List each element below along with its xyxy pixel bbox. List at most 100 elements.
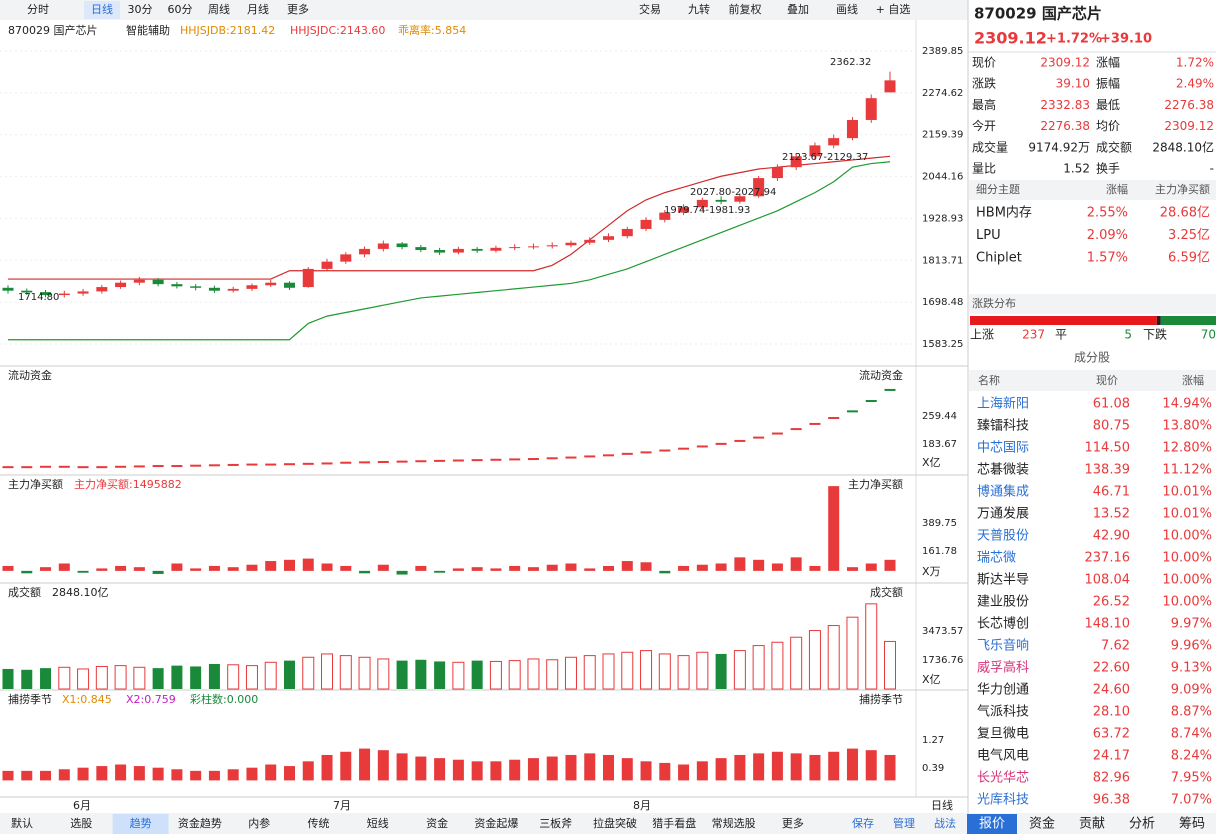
toolbar-button[interactable]: 日线 [91,2,113,16]
tab[interactable]: 传统 [308,817,330,830]
table-header-bg [969,180,1216,200]
stock-name[interactable]: 臻镭科技 [977,419,1029,434]
toolbar-button[interactable]: 更多 [287,2,309,16]
side-tab[interactable]: 报价 [979,817,1005,832]
tab[interactable]: 短线 [367,816,389,830]
theme-flow: 6.59亿 [1168,251,1210,266]
toolbar-button[interactable]: 60分 [168,3,193,16]
stock-name[interactable]: 电气风电 [977,748,1029,764]
flow-point [133,465,145,468]
tab[interactable]: 管理 [893,816,915,830]
bar [584,568,596,571]
toolbar-button[interactable]: 交易 [639,2,661,16]
toolbar-button[interactable]: 画线 [836,2,858,16]
bar [884,640,896,690]
candle-body [828,138,840,146]
dist-label: 下跌 [1143,327,1167,342]
panel-title: 捕捞季节 [8,692,52,706]
stock-name[interactable]: 上海新阳 [977,396,1029,412]
stock-name[interactable]: 斯达半导 [977,573,1029,588]
bar [246,767,258,781]
quote-label: 现价 [972,56,996,70]
tab[interactable]: 猎手看盘 [652,816,696,830]
side-tab[interactable]: 分析 [1129,817,1155,832]
stock-name[interactable]: 光库科技 [977,792,1029,808]
bar [265,561,277,571]
stock-name[interactable]: 瑞芯微 [977,551,1016,566]
stock-pct: 10.00% [1162,595,1212,610]
candle-body [846,119,858,139]
toolbar-button[interactable]: 分时 [27,3,49,16]
flow-point [377,460,389,463]
tab[interactable]: 更多 [782,816,804,830]
toolbar-button[interactable]: 周线 [208,2,230,16]
toolbar-button[interactable]: 九转 [688,2,710,16]
theme-name[interactable]: HBM内存 [976,205,1032,221]
toolbar-button[interactable]: + 自选 [876,3,911,16]
candle-body [678,207,690,213]
bar [527,758,539,781]
tab[interactable]: 三板斧 [539,816,572,830]
stock-price: 80.75 [1093,419,1130,434]
tab[interactable]: 默认 [11,817,33,830]
stock-name[interactable]: 气派科技 [977,704,1029,720]
candle-body [640,219,652,229]
bar [808,630,821,690]
bar [58,769,70,781]
bar [659,762,671,781]
stock-name[interactable]: 博通集成 [977,484,1029,500]
flow-point [58,465,70,468]
tab[interactable]: 选股 [70,817,92,830]
side-tab[interactable]: 资金 [1029,816,1055,832]
stock-pct: 9.96% [1171,639,1212,654]
toolbar-button[interactable]: 叠加 [787,3,809,16]
bar [846,616,859,690]
flow-point [584,455,596,458]
dist-label: 上涨 [970,327,994,342]
indicator: 彩柱数:0.000 [190,692,258,706]
side-tab[interactable]: 筹码 [1179,816,1205,832]
tab[interactable]: 资金起爆 [474,816,518,830]
y-tick-label: 2159.39 [922,130,963,141]
tab[interactable]: 战法 [934,816,956,830]
stock-name[interactable]: 芯碁微装 [977,463,1029,478]
bar [321,754,333,781]
tab[interactable]: 拉盘突破 [593,816,637,830]
candle-body [227,288,239,291]
stock-name[interactable]: 华力创通 [977,683,1029,698]
bar [227,769,239,781]
toolbar-button[interactable]: 月线 [247,2,269,16]
tab[interactable]: 保存 [852,816,874,830]
flow-point [753,436,765,439]
stock-name[interactable]: 长光华芯 [977,771,1029,786]
quote-label: 量比 [972,162,996,176]
tab[interactable]: 资金 [426,816,448,830]
unit-label: X万 [922,565,941,578]
stock-name[interactable]: 万通发展 [977,506,1029,522]
stock-name[interactable]: 天普股份 [977,529,1029,544]
toolbar-button[interactable]: 前复权 [729,2,762,16]
side-tab[interactable]: 贡献 [1079,817,1105,832]
toolbar-button[interactable]: 30分 [128,3,153,16]
stock-name[interactable]: 威孚高科 [977,660,1029,676]
tab[interactable]: 内参 [248,816,270,830]
tab[interactable]: 常规选股 [712,816,756,830]
tab[interactable]: 资金趋势 [178,816,222,830]
assist[interactable]: 智能辅助 [126,23,170,37]
stock-name[interactable]: 复旦微电 [977,727,1029,742]
stock-name[interactable]: 飞乐音响 [977,638,1029,654]
flow-point [340,461,352,464]
panel-title-right: 成交额 [870,585,903,599]
candle-body [565,242,577,246]
candle-body [208,287,220,291]
stock-name[interactable]: 长芯博创 [977,617,1029,632]
y-tick-label: 389.75 [922,518,957,529]
tab[interactable]: 趋势 [130,817,152,830]
flow-point [509,458,521,461]
stock-name[interactable]: 中芯国际 [977,441,1029,456]
stock-name[interactable]: 建业股份 [977,595,1029,610]
theme-name[interactable]: LPU [976,228,1001,243]
bar [415,565,427,571]
dist-count: 237 [1022,328,1045,342]
theme-name[interactable]: Chiplet [976,251,1022,266]
